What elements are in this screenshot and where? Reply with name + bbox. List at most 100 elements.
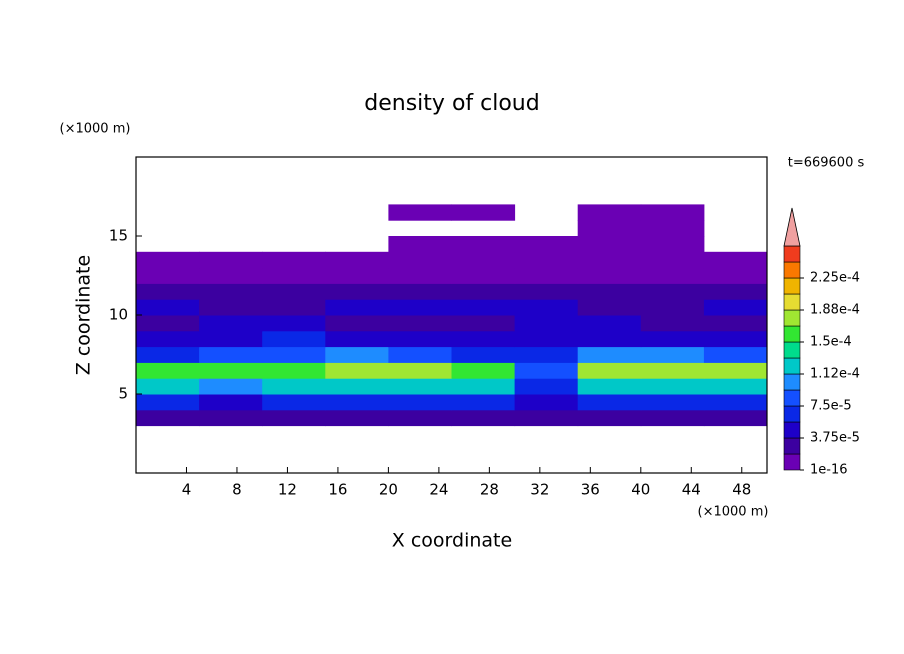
contour-cell	[640, 315, 705, 332]
contour-cell	[262, 267, 326, 284]
contour-cell	[136, 315, 200, 332]
contour-cell	[703, 409, 768, 427]
colorbar-tick-label: 7.5e-5	[810, 399, 852, 414]
colorbar-box	[783, 405, 801, 423]
chart-title: density of cloud	[364, 91, 539, 116]
contour-cell	[577, 315, 642, 332]
contour-cell	[136, 251, 200, 269]
contour-cell	[262, 283, 326, 300]
contour-cell	[577, 236, 642, 253]
contour-cell	[325, 267, 389, 284]
contour-cell	[703, 378, 768, 395]
contour-cell	[451, 204, 516, 221]
x-axis-label: X coordinate	[392, 530, 512, 552]
contour-cell	[199, 378, 263, 395]
x-tick-label: 24	[429, 481, 448, 499]
contour-cell	[640, 251, 705, 269]
contour-cell	[640, 204, 705, 221]
contour-cell	[577, 378, 642, 395]
contour-cell	[262, 346, 326, 363]
contour-cell	[514, 267, 579, 284]
colorbar-box	[783, 341, 801, 359]
colorbar-box	[783, 277, 801, 295]
contour-cell	[388, 330, 452, 348]
x-unit: (×1000 m)	[698, 505, 769, 520]
contour-cell	[640, 220, 705, 237]
contour-cell	[262, 394, 326, 411]
contour-cell	[262, 409, 326, 427]
colorbar-box	[783, 453, 801, 471]
contour-cell	[388, 267, 452, 284]
contour-cell	[514, 236, 579, 253]
contour-cell	[262, 362, 326, 379]
contour-cell	[514, 315, 579, 332]
colorbar-box	[783, 373, 801, 391]
contour-cell	[199, 362, 263, 379]
contour-cell	[577, 330, 642, 348]
y-tick-label: 10	[109, 306, 128, 324]
contour-cell	[703, 251, 768, 269]
contour-cell	[388, 204, 452, 221]
contour-cell	[199, 346, 263, 363]
contour-cell	[640, 394, 705, 411]
colorbar-box	[783, 309, 801, 327]
contour-cell	[640, 283, 705, 300]
contour-cell	[388, 251, 452, 269]
contour-cell	[325, 378, 389, 395]
contour-cell	[325, 330, 389, 348]
contour-cell	[514, 378, 579, 395]
contour-cell	[199, 283, 263, 300]
contour-cell	[388, 362, 452, 379]
contour-cell	[199, 394, 263, 411]
colorbar-box	[783, 389, 801, 407]
contour-cell	[703, 283, 768, 300]
colorbar-tick-label: 3.75e-5	[810, 431, 860, 446]
contour-cell	[262, 330, 326, 348]
contour-cell	[136, 283, 200, 300]
contour-cell	[325, 283, 389, 300]
contour-cell	[451, 299, 516, 316]
contour-cell	[640, 409, 705, 427]
contour-cell	[577, 251, 642, 269]
contour-cell	[451, 346, 516, 363]
contour-cell	[262, 299, 326, 316]
colorbar-box	[783, 261, 801, 279]
y-tick-label: 5	[118, 385, 128, 403]
y-unit: (×1000 m)	[60, 122, 131, 137]
contour-cell	[640, 362, 705, 379]
contour-cell	[640, 267, 705, 284]
contour-cell	[514, 330, 579, 348]
contour-cell	[640, 299, 705, 316]
contour-cell	[703, 315, 768, 332]
contour-cell	[703, 394, 768, 411]
contour-cell	[703, 346, 768, 363]
colorbar-over	[783, 207, 801, 247]
contour-cell	[451, 394, 516, 411]
contour-cell	[514, 299, 579, 316]
contour-cell	[514, 251, 579, 269]
contour-cell	[703, 330, 768, 348]
contour-cell	[136, 362, 200, 379]
contour-cell	[388, 394, 452, 411]
contour-cell	[262, 378, 326, 395]
colorbar-tick-label: 2.25e-4	[810, 271, 860, 286]
contour-cell	[199, 330, 263, 348]
contour-cell	[262, 251, 326, 269]
contour-cell	[199, 299, 263, 316]
x-tick-label: 40	[631, 481, 650, 499]
contour-cell	[577, 283, 642, 300]
contour-cell	[199, 251, 263, 269]
x-tick-label: 44	[682, 481, 701, 499]
contour-cell	[262, 315, 326, 332]
x-tick-label: 4	[182, 481, 192, 499]
x-tick-label: 8	[232, 481, 242, 499]
colorbar-box	[783, 421, 801, 439]
contour-cell	[577, 346, 642, 363]
y-tick-label: 15	[109, 227, 128, 245]
contour-cell	[577, 204, 642, 221]
contour-cell	[514, 394, 579, 411]
contour-cell	[640, 236, 705, 253]
colorbar-box	[783, 245, 801, 263]
contour-cell	[325, 346, 389, 363]
contour-cell	[640, 330, 705, 348]
